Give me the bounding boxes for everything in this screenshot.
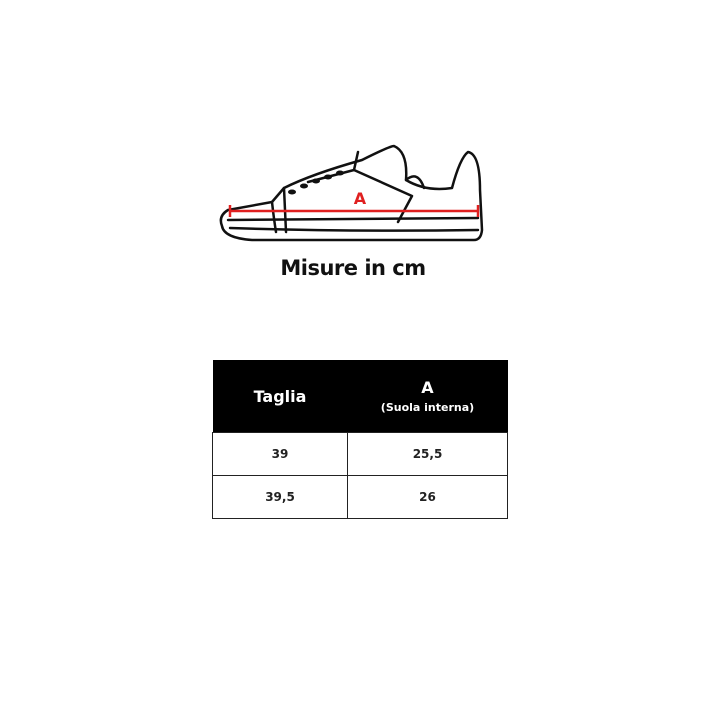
cell-a: 26: [347, 475, 508, 519]
size-table: Taglia A (Suola interna) 39 25,5 39,5 26: [212, 360, 508, 519]
sneaker-illustration: A: [219, 144, 484, 242]
header-a-sub: (Suola interna): [380, 401, 475, 414]
cell-size: 39: [212, 432, 348, 476]
table-header-row: Taglia A (Suola interna): [212, 360, 508, 433]
table-row: 39 25,5: [212, 432, 508, 476]
sneaker-outline-icon: [219, 144, 484, 242]
table-row: 39,5 26: [212, 475, 508, 519]
page-title: Misure in cm: [280, 256, 426, 280]
measure-line-a: [228, 205, 480, 217]
cell-a: 25,5: [347, 432, 508, 476]
header-size: Taglia: [212, 360, 348, 433]
header-a: A (Suola interna): [347, 360, 508, 433]
header-a-label: A: [421, 378, 434, 397]
cell-size: 39,5: [212, 475, 348, 519]
measure-label-a: A: [354, 189, 367, 208]
